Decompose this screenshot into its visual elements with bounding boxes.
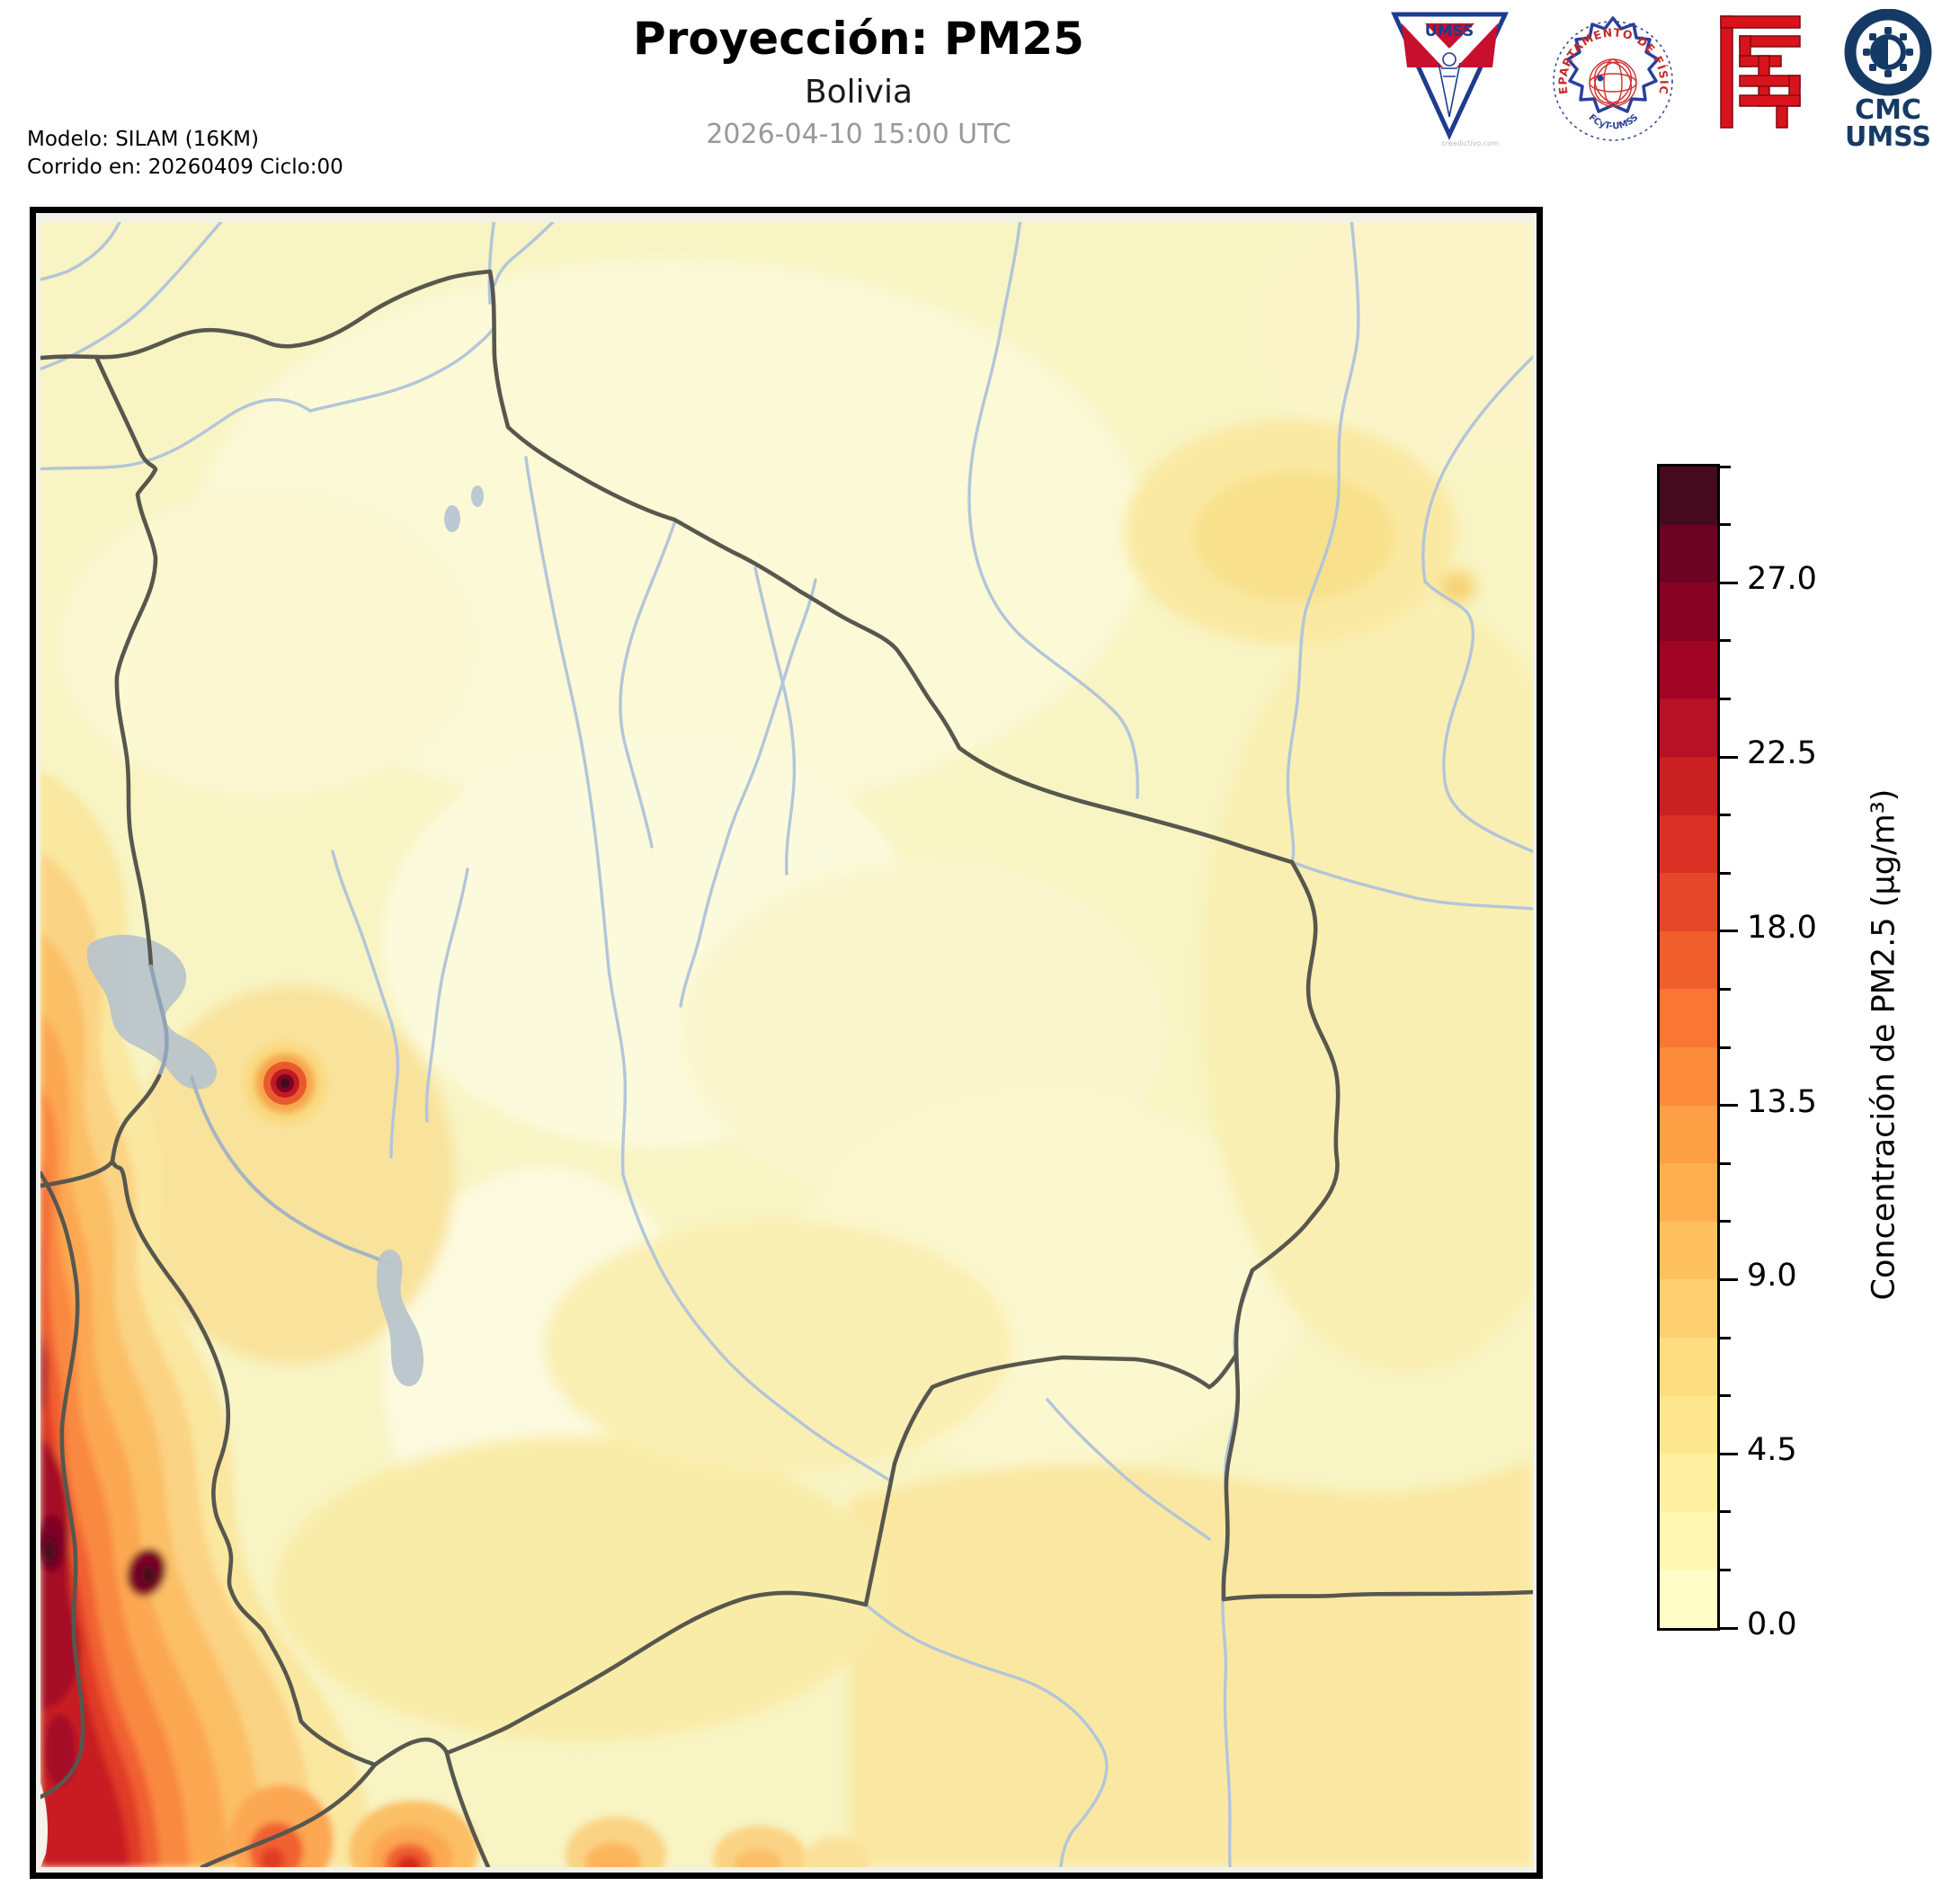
country-borders [40, 269, 1533, 1867]
colorbar-major-tick [1720, 1277, 1738, 1281]
colorbar-segment [1660, 640, 1717, 699]
colorbar-major-tick [1720, 581, 1738, 584]
colorbar-minor-tick [1720, 1220, 1731, 1223]
colorbar-segment [1660, 524, 1717, 583]
lake-titicaca [87, 934, 218, 1090]
colorbar-minor-tick [1720, 1161, 1731, 1165]
pacific-notch [40, 1783, 48, 1867]
page-title: Proyección: PM25 [633, 13, 1084, 65]
border-paraguay-brazil [1221, 1589, 1533, 1602]
border-bolivia-chile [40, 1073, 378, 1767]
logo-row: UMSS creadictivo.com DEPARTAMENTO DE FÍS… [1389, 9, 1938, 157]
colorbar-minor-tick [1720, 697, 1731, 700]
bolivia-pm25-map [40, 222, 1533, 1867]
colorbar-minor-tick [1720, 465, 1731, 468]
svg-text:FCyT-UMSS: FCyT-UMSS [1586, 112, 1640, 131]
lake-poopo [377, 1250, 423, 1387]
colorbar-minor-tick [1720, 987, 1731, 991]
border-east-brazil [1221, 859, 1341, 1602]
colorbar-segment [1660, 467, 1717, 525]
colorbar-segment [1660, 1511, 1717, 1570]
colorbar-tick-label: 9.0 [1747, 1258, 1797, 1295]
border-argentina-west [372, 1737, 450, 1767]
colorbar-segment [1660, 756, 1717, 815]
colorbar-minor-tick [1720, 814, 1731, 817]
colorbar-segment [1660, 989, 1717, 1047]
border-bolivia-argentina [444, 1590, 869, 1867]
lake-north-2 [471, 485, 484, 507]
colorbar-segment [1660, 930, 1717, 990]
coastline-chile [40, 1170, 85, 1800]
colorbar-major-tick [1720, 1104, 1738, 1108]
umss-pennant-caption: creadictivo.com [1441, 139, 1499, 147]
fisica-seal-bottom-text: FCyT-UMSS [1586, 112, 1640, 131]
model-info: Modelo: SILAM (16KM) Corrido en: 2026040… [27, 126, 343, 182]
colorbar-major-tick [1720, 755, 1738, 759]
rio-desaguadero [190, 1075, 391, 1267]
cmc-umss-logo: CMC UMSS [1844, 9, 1932, 153]
fcyt-logo [1720, 15, 1802, 129]
colorbar-segment [1660, 1454, 1717, 1512]
colorbar-segment [1660, 1105, 1717, 1164]
lake-north-1 [444, 505, 460, 532]
colorbar-segment [1660, 1279, 1717, 1338]
colorbar-segment [1660, 1395, 1717, 1455]
colorbar-major-tick [1720, 1452, 1738, 1455]
colorbar-segment [1660, 1337, 1717, 1396]
colorbar-segment [1660, 1046, 1717, 1106]
colorbar-tick-label: 0.0 [1747, 1606, 1797, 1642]
colorbar-segment [1660, 873, 1717, 931]
colorbar-major-tick [1720, 930, 1738, 933]
colorbar-major-tick [1720, 1626, 1738, 1630]
page-subtitle: Bolivia [804, 74, 913, 111]
colorbar-segment [1660, 1221, 1717, 1280]
colorbar-segment [1660, 583, 1717, 641]
colorbar-tick-label: 13.5 [1747, 1083, 1817, 1120]
model-run: Corrido en: 20260409 Ciclo:00 [27, 156, 343, 180]
colorbar-minor-tick [1720, 1336, 1731, 1339]
border-bolivia-paraguay [863, 1352, 1239, 1607]
colorbar-minor-tick [1720, 1045, 1731, 1049]
umss-pennant-logo: UMSS creadictivo.com [1391, 12, 1509, 147]
map-frame [30, 207, 1543, 1879]
cmc-label-1: CMC [1855, 94, 1921, 126]
colorbar-segment [1660, 1570, 1717, 1628]
border-north [40, 269, 1295, 865]
forecast-datetime: 2026-04-10 15:00 UTC [706, 119, 1011, 150]
colorbar-segment [1660, 814, 1717, 874]
border-peru-bolivia [94, 354, 158, 969]
colorbar-minor-tick [1720, 523, 1731, 527]
colorbar [1657, 464, 1720, 1631]
fisica-seal-logo: DEPARTAMENTO DE FÍSICA FCyT-UMSS [1544, 9, 1673, 141]
colorbar-tick-label: 4.5 [1747, 1432, 1797, 1469]
colorbar-minor-tick [1720, 1568, 1731, 1571]
model-name: Modelo: SILAM (16KM) [27, 128, 259, 151]
rivers [40, 222, 1533, 1867]
colorbar-segment [1660, 1163, 1717, 1222]
colorbar-tick-label: 22.5 [1747, 735, 1817, 771]
hotspot-la-paz [244, 1042, 326, 1125]
colorbar-axis-label: Concentración de PM2.5 (µg/m³) [1866, 788, 1902, 1301]
colorbar-tick-label: 18.0 [1747, 909, 1817, 946]
umss-pennant-label: UMSS [1425, 22, 1474, 40]
lakes [87, 485, 484, 1387]
colorbar-minor-tick [1720, 1510, 1731, 1514]
border-through-titicaca [148, 964, 169, 1079]
colorbar-segment [1660, 698, 1717, 757]
border-chile-argentina [200, 1762, 378, 1867]
colorbar-minor-tick [1720, 639, 1731, 643]
colorbar-minor-tick [1720, 871, 1731, 875]
colorbar-minor-tick [1720, 1394, 1731, 1398]
colorbar-tick-label: 27.0 [1747, 561, 1817, 598]
cmc-label-2: UMSS [1845, 121, 1931, 153]
